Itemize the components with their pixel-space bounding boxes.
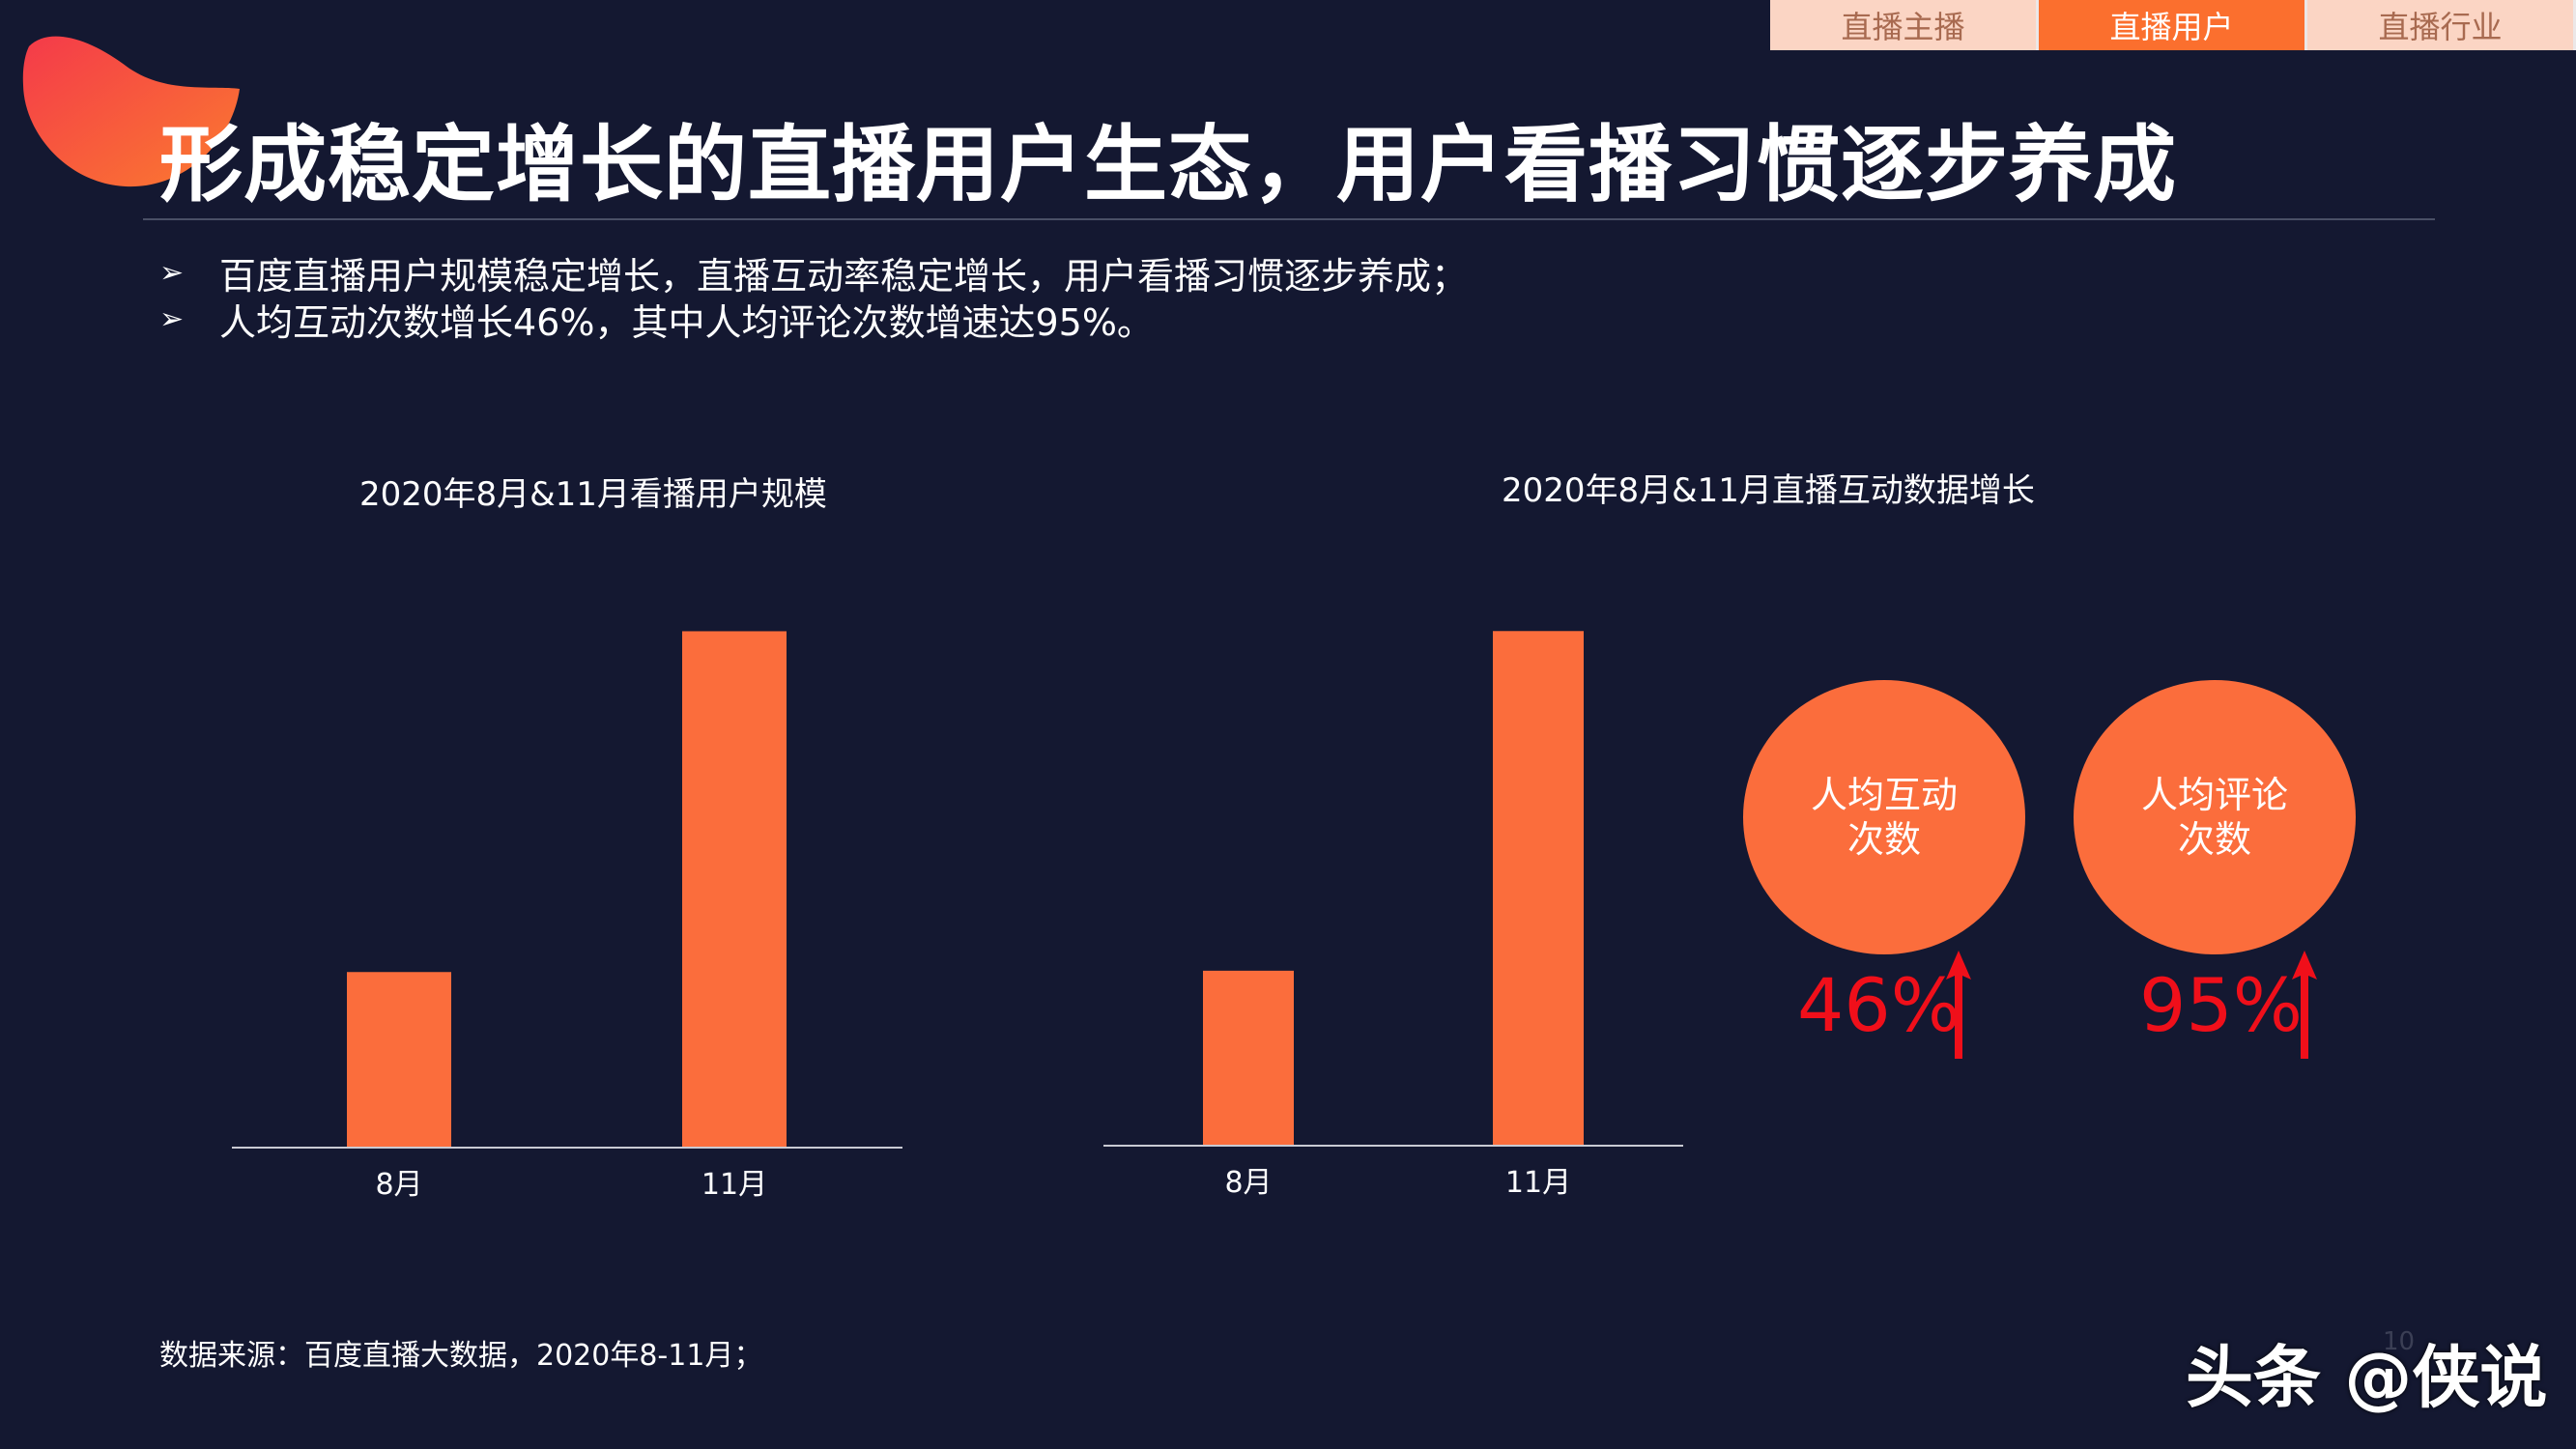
- metric-label: 人均评论: [2140, 774, 2288, 816]
- arrowhead-bullet-icon: ➢: [159, 255, 185, 290]
- metric-label: 人均互动: [1810, 774, 1958, 816]
- section-tabs: 直播主播 直播用户 直播行业: [1770, 0, 2576, 50]
- up-arrow-icon: [1946, 951, 1971, 1059]
- bar-nov: [1493, 631, 1584, 1146]
- x-tick-label: 8月: [375, 1168, 422, 1202]
- bullet-item: ➢ 人均互动次数增长46%，其中人均评论次数增速达95%。: [159, 296, 1468, 344]
- tab-users[interactable]: 直播用户: [2039, 0, 2307, 50]
- arrowhead-bullet-icon: ➢: [159, 301, 185, 336]
- bar-nov: [682, 631, 787, 1148]
- tab-industry[interactable]: 直播行业: [2307, 0, 2576, 50]
- page-title: 形成稳定增长的直播用户生态，用户看播习惯逐步养成: [159, 117, 2177, 213]
- chart-2-interaction: 8月 11月: [1103, 631, 1683, 1200]
- metric-label: 次数: [2177, 818, 2251, 861]
- metric-value-interaction: 46%: [1797, 962, 1961, 1048]
- decorative-blob-shape: [22, 36, 241, 187]
- watermark: 头条 @侠说: [2186, 1338, 2548, 1417]
- metric-label: 次数: [1846, 818, 1921, 861]
- bullet-text: 人均互动次数增长46%，其中人均评论次数增速达95%。: [219, 300, 1154, 344]
- bar-aug: [347, 972, 451, 1148]
- page-number: 10: [2383, 1327, 2416, 1356]
- chart-1-title: 2020年8月&11月看播用户规模: [359, 475, 827, 514]
- title-divider: [143, 218, 2435, 220]
- bullet-list: ➢ 百度直播用户规模稳定增长，直播互动率稳定增长，用户看播习惯逐步养成； ➢ 人…: [159, 249, 1469, 344]
- x-tick-label: 11月: [701, 1168, 767, 1202]
- x-tick-label: 11月: [1505, 1166, 1571, 1200]
- metric-circle-interaction: 人均互动 次数: [1743, 680, 2025, 954]
- chart-1-viewers: 8月 11月: [232, 631, 902, 1202]
- tab-streamers[interactable]: 直播主播: [1770, 0, 2039, 50]
- bullet-item: ➢ 百度直播用户规模稳定增长，直播互动率稳定增长，用户看播习惯逐步养成；: [159, 249, 1469, 298]
- bar-aug: [1203, 970, 1294, 1146]
- bullet-text: 百度直播用户规模稳定增长，直播互动率稳定增长，用户看播习惯逐步养成；: [219, 254, 1469, 298]
- x-tick-label: 8月: [1224, 1166, 1272, 1200]
- metric-value-comments: 95%: [2139, 962, 2303, 1048]
- data-source-note: 数据来源：百度直播大数据，2020年8-11月；: [159, 1339, 763, 1373]
- chart-2-title: 2020年8月&11月直播互动数据增长: [1502, 471, 2035, 510]
- metric-circle-comments: 人均评论 次数: [2074, 680, 2356, 954]
- up-arrow-icon: [2292, 951, 2317, 1059]
